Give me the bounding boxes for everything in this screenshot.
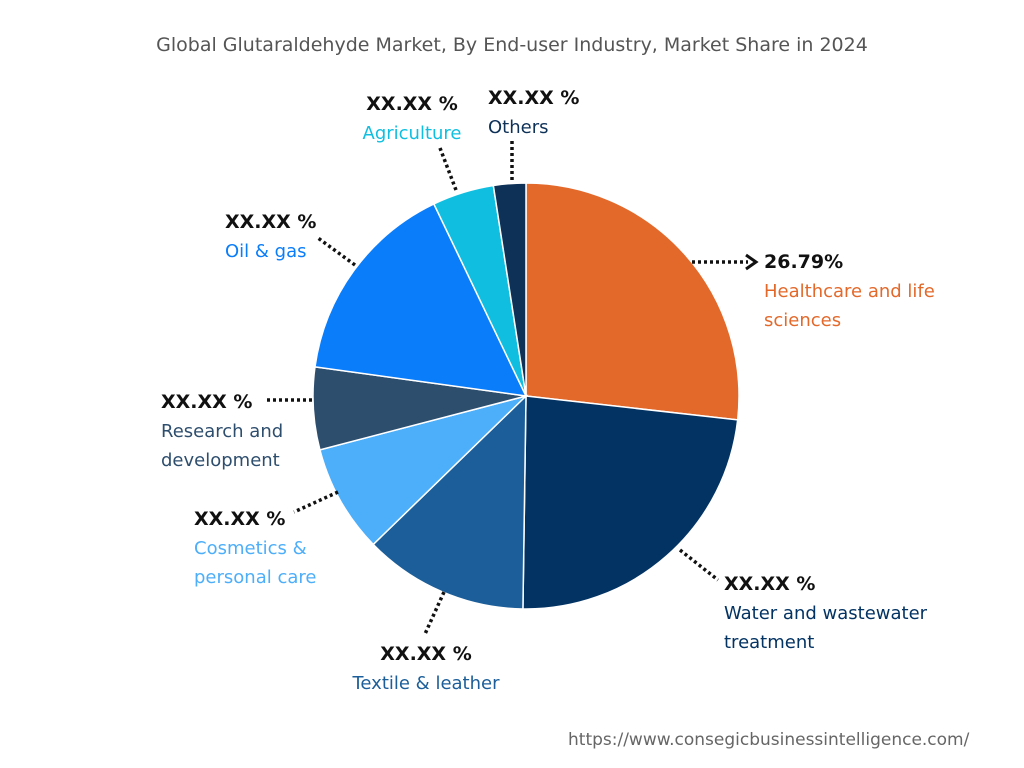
category-label: Water and wastewater treatment (724, 603, 928, 653)
slice-label-7: XX.XX % Others (488, 84, 588, 142)
slice-label-1: XX.XX % Water and wastewater treatment (724, 570, 964, 657)
leader-line-2 (423, 591, 446, 635)
category-label: Others (488, 117, 549, 138)
pie-slice-7 (492, 182, 527, 397)
arrow-icon (745, 253, 759, 271)
data-label: XX.XX % (488, 87, 580, 109)
category-label: Research and development (161, 421, 284, 471)
data-label: XX.XX % (225, 211, 317, 233)
leader-line-1 (678, 548, 720, 582)
data-label: XX.XX % (366, 93, 458, 115)
slice-label-6: XX.XX % Agriculture (357, 90, 467, 148)
data-label: XX.XX % (194, 508, 286, 530)
leader-line-3 (293, 490, 339, 514)
data-label: XX.XX % (724, 573, 816, 595)
category-label: Cosmetics & personal care (194, 538, 317, 588)
category-label: Textile & leather (352, 673, 500, 694)
data-label: XX.XX % (161, 391, 253, 413)
data-label: 26.79% (764, 251, 844, 273)
category-label: Healthcare and life sciences (764, 281, 935, 331)
chart-title: Global Glutaraldehyde Market, By End-use… (156, 34, 868, 56)
slice-label-2: XX.XX % Textile & leather (346, 640, 506, 698)
pie-slice-2 (372, 394, 527, 610)
slice-label-3: XX.XX % Cosmetics & personal care (194, 505, 344, 592)
category-label: Agriculture (362, 123, 462, 144)
leader-line-5 (316, 236, 357, 267)
category-label: Oil & gas (225, 241, 307, 262)
slice-label-5: XX.XX % Oil & gas (225, 208, 345, 266)
pie-slice-5 (314, 202, 528, 397)
pie-slice-3 (319, 394, 529, 546)
pie-slice-0 (525, 182, 740, 421)
data-label: XX.XX % (380, 643, 472, 665)
leader-line-6 (438, 147, 458, 191)
source-url[interactable]: https://www.consegicbusinessintelligence… (568, 730, 970, 750)
slice-label-4: XX.XX % Research and development (161, 388, 311, 475)
pie-slice-1 (522, 395, 739, 610)
slice-label-0: 26.79% Healthcare and life sciences (764, 248, 984, 335)
